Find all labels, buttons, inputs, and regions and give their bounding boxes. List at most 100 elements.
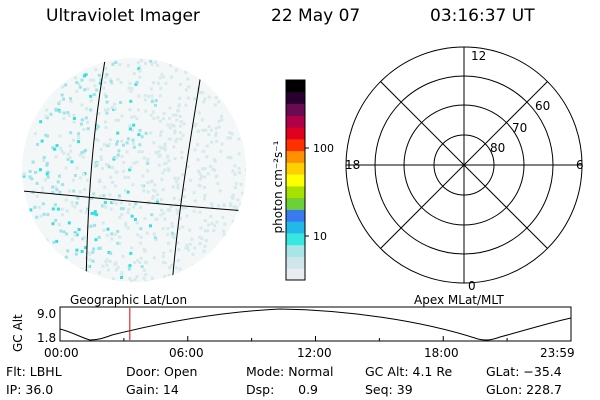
uv-speckle — [182, 188, 186, 192]
uv-speckle — [220, 142, 224, 146]
uv-speckle — [86, 225, 90, 229]
uv-speckle — [93, 84, 97, 88]
uv-speckle — [46, 175, 50, 179]
uv-speckle — [176, 176, 180, 180]
uv-speckle — [203, 166, 207, 170]
status-glon: GLon: 228.7 — [486, 382, 562, 397]
colorbar-cell — [286, 244, 305, 257]
uv-speckle — [89, 94, 93, 98]
uv-speckle — [103, 203, 107, 207]
uv-image[interactable] — [10, 58, 260, 285]
uv-speckle — [36, 143, 39, 146]
uv-speckle — [177, 109, 180, 113]
uv-speckle — [181, 133, 185, 137]
uv-speckle — [65, 209, 69, 213]
uv-speckle — [109, 207, 113, 211]
uv-speckle — [158, 119, 162, 123]
uv-speckle — [107, 143, 111, 147]
uv-speckle — [142, 268, 146, 272]
uv-speckle — [122, 169, 126, 173]
uv-speckle — [214, 175, 218, 179]
uv-speckle — [176, 186, 180, 190]
uv-speckle — [62, 117, 66, 120]
uv-speckle — [97, 235, 101, 239]
uv-speckle — [150, 94, 154, 98]
uv-speckle — [80, 78, 84, 82]
uv-speckle — [139, 241, 143, 245]
uv-speckle — [135, 275, 139, 279]
uv-speckle — [203, 197, 206, 201]
uv-speckle — [122, 161, 126, 165]
uv-speckle — [129, 99, 133, 103]
uv-speckle — [114, 261, 118, 265]
uv-speckle — [139, 227, 143, 231]
uv-speckle — [45, 238, 49, 242]
uv-speckle — [95, 163, 99, 167]
uv-speckle — [228, 131, 232, 135]
status-glat: GLat: −35.4 — [486, 364, 562, 379]
uv-speckle — [168, 265, 172, 269]
uv-speckle — [103, 81, 107, 84]
uv-speckle — [170, 231, 174, 235]
uv-speckle — [197, 169, 200, 173]
colorbar-cell — [286, 127, 305, 140]
uv-speckle — [95, 127, 99, 131]
uv-speckle — [105, 100, 109, 104]
uv-speckle — [98, 194, 102, 198]
uv-speckle — [232, 205, 236, 209]
uv-speckle — [140, 59, 144, 62]
uv-speckle — [175, 266, 178, 270]
uv-speckle — [172, 124, 176, 128]
uv-speckle — [170, 224, 174, 228]
uv-speckle — [117, 194, 121, 198]
uv-speckle — [115, 170, 119, 174]
uv-speckle — [75, 201, 79, 205]
uv-speckle — [170, 221, 174, 225]
uv-speckle — [103, 185, 107, 189]
uv-speckle — [73, 232, 77, 236]
lat-ring-label-70: 70 — [512, 121, 527, 135]
uv-speckle — [99, 155, 103, 159]
uv-speckle — [203, 97, 207, 101]
uv-speckle — [98, 271, 101, 275]
uv-speckle — [178, 124, 182, 128]
uv-speckle — [147, 94, 151, 98]
uv-speckle — [86, 127, 90, 131]
uv-speckle — [118, 242, 122, 246]
uv-speckle — [174, 113, 178, 117]
uv-speckle — [207, 125, 211, 129]
uv-speckle — [86, 251, 90, 255]
uv-speckle — [229, 156, 233, 159]
uv-speckle — [238, 171, 241, 175]
uv-speckle — [69, 149, 73, 153]
uv-speckle — [91, 259, 95, 263]
uv-speckle — [46, 134, 49, 138]
uv-speckle — [156, 198, 160, 202]
uv-speckle — [130, 279, 134, 282]
uv-speckle — [170, 234, 174, 238]
uv-speckle — [62, 111, 66, 115]
uv-speckle — [177, 226, 181, 230]
uv-speckle — [31, 160, 35, 164]
uv-speckle — [40, 139, 44, 143]
uv-speckle — [85, 211, 88, 215]
uv-speckle — [178, 131, 182, 134]
uv-speckle — [173, 157, 177, 161]
uv-speckle — [186, 165, 190, 169]
uv-speckle — [29, 208, 33, 212]
uv-speckle — [76, 196, 80, 200]
uv-speckle — [83, 149, 87, 153]
uv-speckle — [109, 78, 113, 82]
uv-speckle — [77, 136, 81, 140]
uv-speckle — [125, 141, 129, 145]
uv-speckle — [245, 168, 246, 172]
uv-speckle — [107, 165, 111, 169]
uv-speckle — [119, 207, 123, 211]
uv-speckle — [163, 261, 167, 265]
colorbar-label: photon cm⁻²s⁻¹ — [271, 140, 285, 234]
uv-speckle — [155, 200, 159, 204]
uv-speckle — [162, 75, 166, 79]
uv-speckle — [188, 242, 192, 246]
uv-speckle — [156, 63, 159, 67]
uv-speckle — [128, 168, 132, 172]
